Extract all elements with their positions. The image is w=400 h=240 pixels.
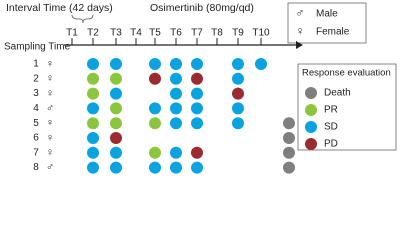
response-dot — [149, 161, 161, 174]
response-dot — [87, 161, 99, 174]
time-label: T6 — [170, 28, 182, 39]
response-dot — [170, 102, 182, 115]
response-dot — [87, 87, 99, 100]
row-sex: ♀ — [46, 73, 54, 85]
row-sex: ♀ — [46, 132, 54, 144]
response-dot — [87, 117, 99, 130]
response-dot — [170, 87, 182, 100]
legend-label: PD — [324, 139, 338, 150]
row-id: 4 — [33, 103, 39, 114]
response-dot — [149, 72, 161, 85]
time-label: T3 — [110, 28, 122, 39]
response-dot — [191, 102, 203, 115]
axis-label: Sampling Time — [4, 42, 71, 53]
response-dot — [149, 117, 161, 130]
response-dot — [255, 58, 267, 70]
legend-dot — [305, 104, 317, 116]
time-label: T7 — [191, 28, 203, 39]
response-dot — [87, 58, 99, 70]
response-dot — [191, 87, 203, 100]
response-dot — [149, 58, 161, 70]
response-dot — [170, 58, 182, 70]
row-id: 3 — [33, 88, 39, 99]
response-dot — [110, 72, 122, 85]
death-dot — [283, 146, 295, 159]
row-sex: ♀ — [46, 58, 54, 70]
death-dot — [283, 117, 295, 130]
response-dot — [110, 146, 122, 159]
response-dot — [191, 146, 203, 159]
response-dot — [170, 146, 182, 159]
response-legend-title: Response evaluation — [302, 68, 391, 79]
response-dot — [232, 87, 244, 100]
legend-label: PR — [324, 105, 338, 116]
axis-arrow — [296, 41, 303, 49]
death-dot — [283, 132, 295, 144]
legend-dot — [305, 121, 317, 133]
legend-label: Death — [324, 88, 351, 99]
row-id: 5 — [33, 118, 39, 129]
sex-symbol: ♂ — [296, 6, 305, 20]
response-dot — [87, 132, 99, 144]
row-id: 6 — [33, 133, 39, 144]
sex-legend-box — [287, 2, 367, 44]
response-dot — [110, 87, 122, 100]
legend-label: SD — [324, 122, 338, 133]
response-dot — [110, 132, 122, 144]
row-sex: ♀ — [46, 117, 54, 129]
row-id: 1 — [33, 59, 39, 70]
response-dot — [170, 161, 182, 174]
sex-label: Female — [316, 27, 350, 38]
row-sex: ♀ — [46, 147, 54, 159]
death-dot — [283, 161, 295, 174]
response-dot — [110, 58, 122, 70]
row-id: 2 — [33, 73, 39, 84]
response-dot — [87, 72, 99, 85]
response-dot — [87, 102, 99, 115]
time-label: T8 — [211, 28, 223, 39]
response-dot — [149, 102, 161, 115]
time-label: T2 — [87, 28, 99, 39]
response-dot — [170, 72, 182, 85]
row-id: 8 — [33, 162, 39, 173]
response-dot — [191, 72, 203, 85]
interval-label: Interval Time (42 days) — [6, 2, 113, 14]
row-sex: ♂ — [46, 162, 54, 174]
response-dot — [87, 146, 99, 159]
time-label: T10 — [252, 28, 270, 39]
time-label: T4 — [130, 28, 142, 39]
time-label: T9 — [232, 28, 244, 39]
response-dot — [110, 117, 122, 130]
legend-dot — [305, 87, 317, 99]
row-sex: ♂ — [46, 102, 54, 114]
legend-dot — [305, 138, 317, 150]
response-dot — [232, 117, 244, 130]
response-dot — [191, 117, 203, 130]
row-id: 7 — [33, 147, 39, 158]
time-label: T1 — [66, 28, 78, 39]
response-dot — [110, 102, 122, 115]
sex-symbol: ♀ — [296, 24, 305, 38]
timeline-diagram: Interval Time (42 days) Osimertinib (80m… — [4, 2, 397, 174]
time-label: T5 — [149, 28, 161, 39]
response-dot — [170, 117, 182, 130]
drug-label: Osimertinib (80mg/qd) — [150, 2, 254, 14]
response-dot — [149, 146, 161, 159]
response-dot — [232, 102, 244, 115]
response-dot — [232, 58, 244, 70]
response-dot — [191, 161, 203, 174]
response-dot — [191, 58, 203, 70]
interval-bracket — [71, 14, 94, 24]
response-dot — [232, 72, 244, 85]
sex-label: Male — [316, 9, 338, 20]
response-dot — [110, 161, 122, 174]
row-sex: ♀ — [46, 88, 54, 100]
